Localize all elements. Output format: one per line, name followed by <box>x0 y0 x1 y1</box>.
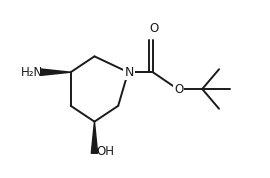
Text: N: N <box>124 66 134 79</box>
Text: H₂N: H₂N <box>21 66 43 79</box>
Text: O: O <box>174 83 183 96</box>
Polygon shape <box>41 69 71 75</box>
Polygon shape <box>91 122 98 153</box>
Text: OH: OH <box>96 145 114 158</box>
Text: O: O <box>149 22 158 35</box>
